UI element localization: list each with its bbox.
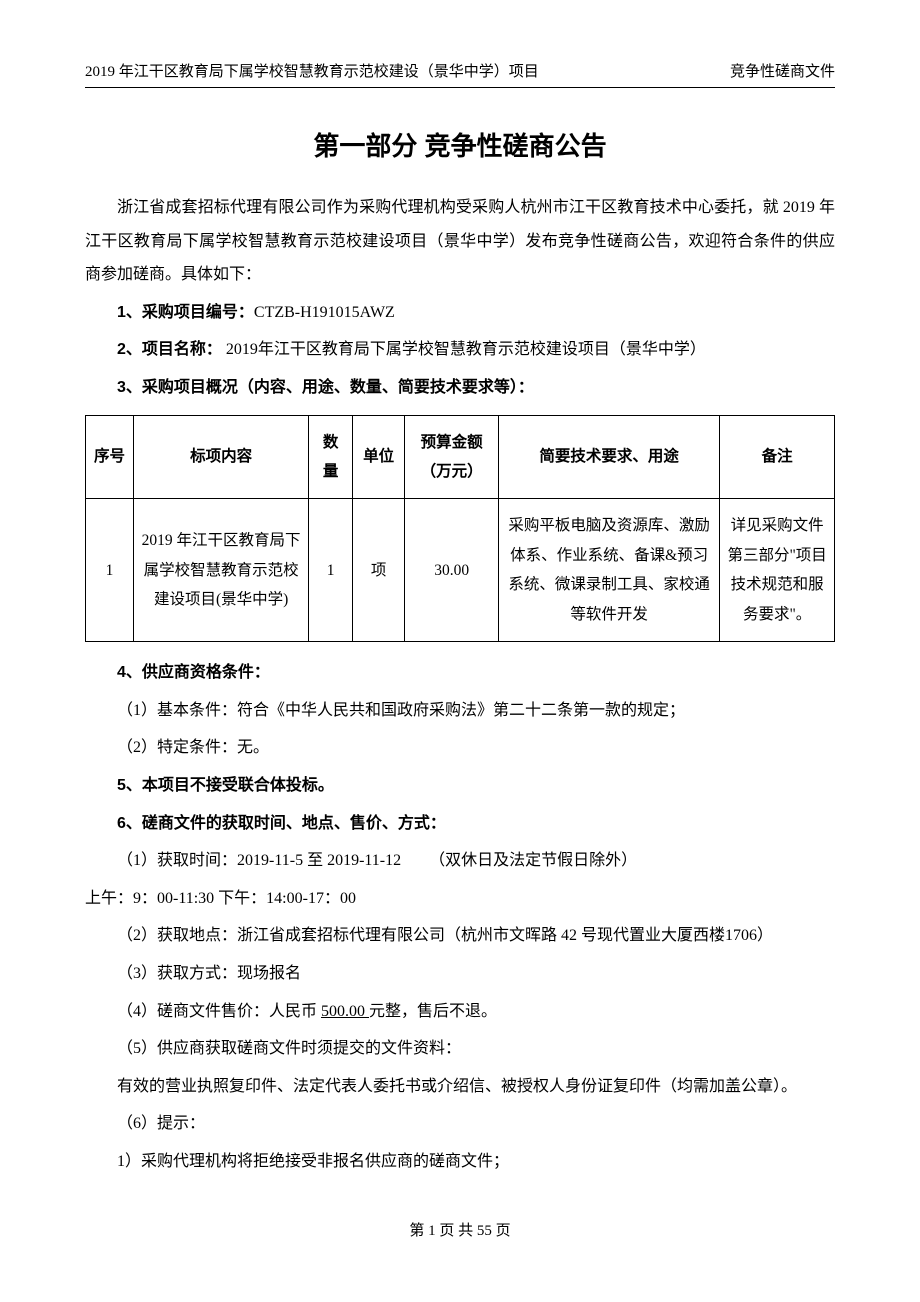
table-header-row: 序号 标项内容 数量 单位 预算金额（万元） 简要技术要求、用途 备注 [86,415,835,499]
section-4-item1: （1）基本条件：符合《中华人民共和国政府采购法》第二十二条第一款的规定； [85,694,835,728]
section-6-item6-1: 1）采购代理机构将拒绝接受非报名供应商的磋商文件； [85,1145,835,1179]
section-4-item2: （2）特定条件：无。 [85,731,835,765]
td-seq: 1 [86,499,134,642]
section-6-item1b: 上午：9：00-11:30 下午：14:00-17：00 [85,882,835,916]
section-3-label: 3、采购项目概况（内容、用途、数量、简要技术要求等）： [117,379,534,396]
section-6-item1: （1）获取时间：2019-11-5 至 2019-11-12 （双休日及法定节假… [85,844,835,878]
td-unit: 项 [353,499,405,642]
section-6-item2: （2）获取地点：浙江省成套招标代理有限公司（杭州市文晖路 42 号现代置业大厦西… [85,919,835,953]
section-6-label: 6、磋商文件的获取时间、地点、售价、方式： [85,807,835,841]
section-6-item4b: 元整，售后不退。 [369,1003,497,1020]
th-content: 标项内容 [133,415,308,499]
section-3: 3、采购项目概况（内容、用途、数量、简要技术要求等）： [85,371,835,405]
table-row: 1 2019 年江干区教育局下属学校智慧教育示范校建设项目(景华中学) 1 项 … [86,499,835,642]
intro-paragraph: 浙江省成套招标代理有限公司作为采购代理机构受采购人杭州市江干区教育技术中心委托，… [85,191,835,292]
section-6-item5: （5）供应商获取磋商文件时须提交的文件资料： [85,1032,835,1066]
section-2: 2、项目名称： 2019年江干区教育局下属学校智慧教育示范校建设项目（景华中学） [85,333,835,367]
td-qty: 1 [309,499,353,642]
section-6-item4: （4）磋商文件售价：人民币 500.00 元整，售后不退。 [85,995,835,1029]
td-content: 2019 年江干区教育局下属学校智慧教育示范校建设项目(景华中学) [133,499,308,642]
section-1-label: 1、采购项目编号： [117,304,254,321]
section-2-label: 2、项目名称： [117,341,222,358]
th-remark: 备注 [720,415,835,499]
section-4-label: 4、供应商资格条件： [85,656,835,690]
section-1-value: CTZB-H191015AWZ [254,304,395,321]
th-seq: 序号 [86,415,134,499]
td-tech: 采购平板电脑及资源库、激励体系、作业系统、备课&预习系统、微课录制工具、家校通等… [499,499,720,642]
th-unit: 单位 [353,415,405,499]
section-1: 1、采购项目编号：CTZB-H191015AWZ [85,296,835,330]
project-table: 序号 标项内容 数量 单位 预算金额（万元） 简要技术要求、用途 备注 1 20… [85,415,835,643]
section-6-item6: （6）提示： [85,1107,835,1141]
page-footer: 第 1 页 共 55 页 [85,1219,835,1240]
td-budget: 30.00 [405,499,499,642]
header-right: 竞争性磋商文件 [730,60,835,81]
section-2-value: 2019年江干区教育局下属学校智慧教育示范校建设项目（景华中学） [222,341,706,358]
section-5-label: 5、本项目不接受联合体投标。 [85,769,835,803]
section-6-item4-price: 500.00 [321,1003,369,1020]
section-6-item4a: （4）磋商文件售价：人民币 [117,1003,321,1020]
td-remark: 详见采购文件第三部分"项目技术规范和服务要求"。 [720,499,835,642]
th-budget: 预算金额（万元） [405,415,499,499]
th-tech: 简要技术要求、用途 [499,415,720,499]
document-title: 第一部分 竞争性磋商公告 [85,126,835,163]
th-qty: 数量 [309,415,353,499]
section-6-item3: （3）获取方式：现场报名 [85,957,835,991]
header-left: 2019 年江干区教育局下属学校智慧教育示范校建设（景华中学）项目 [85,60,539,81]
section-6-item5-detail: 有效的营业执照复印件、法定代表人委托书或介绍信、被授权人身份证复印件（均需加盖公… [85,1070,835,1104]
page-header: 2019 年江干区教育局下属学校智慧教育示范校建设（景华中学）项目 竞争性磋商文… [85,60,835,88]
